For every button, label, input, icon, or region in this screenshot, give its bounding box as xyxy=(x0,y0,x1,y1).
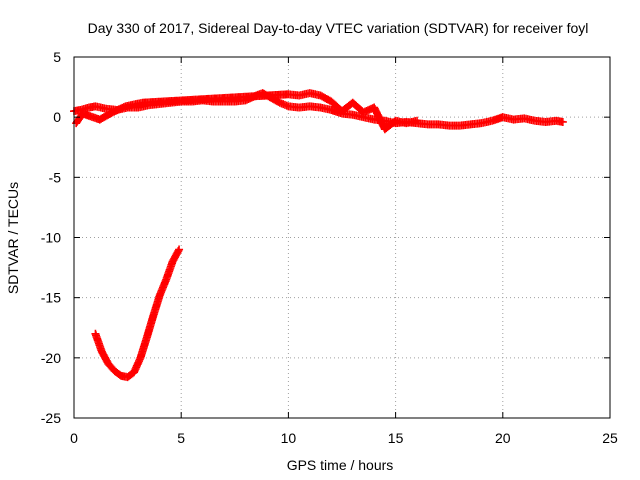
y-tick-label: -15 xyxy=(41,290,61,306)
x-tick-label: 20 xyxy=(495,430,511,446)
data-point-0-48 xyxy=(558,117,567,126)
y-tick-label: -10 xyxy=(41,230,61,246)
series-1 xyxy=(72,89,422,134)
y-tick-label: 5 xyxy=(53,49,61,65)
data-series xyxy=(70,89,567,382)
data-point-2-13 xyxy=(175,245,184,254)
y-tick-label: -20 xyxy=(41,350,61,366)
y-tick-label: -5 xyxy=(49,169,62,185)
x-tick-label: 15 xyxy=(388,430,404,446)
data-marker-2 xyxy=(174,247,183,256)
data-point-1-18 xyxy=(413,116,422,125)
x-axis-label: GPS time / hours xyxy=(287,457,394,473)
y-axis-label: SDTVAR / TECUs xyxy=(5,182,21,294)
chart-title: Day 330 of 2017, Sidereal Day-to-day VTE… xyxy=(88,20,589,36)
y-tick-label: 0 xyxy=(53,109,61,125)
x-tick-label: 10 xyxy=(281,430,297,446)
x-tick-label: 25 xyxy=(602,430,618,446)
x-tick-label: 5 xyxy=(177,430,185,446)
series-2 xyxy=(91,245,184,382)
axis-ticks: 0 5 10 15 20 25 -25 -20 -15 -10 -5 0 5 xyxy=(41,49,618,446)
x-tick-label: 0 xyxy=(70,430,78,446)
y-tick-label: -25 xyxy=(41,410,61,426)
